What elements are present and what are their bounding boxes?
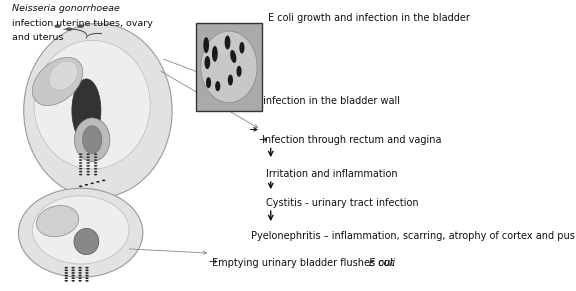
Circle shape [86,165,90,167]
Circle shape [79,185,82,187]
Bar [196,23,262,111]
Ellipse shape [230,50,236,63]
Circle shape [71,269,75,271]
Circle shape [65,280,68,282]
Circle shape [78,277,82,279]
Circle shape [65,277,68,279]
Circle shape [78,272,82,274]
Circle shape [94,174,97,175]
Text: →: → [209,258,217,267]
Circle shape [86,156,90,158]
Circle shape [79,153,82,155]
Text: Irritation and inflammation: Irritation and inflammation [266,169,398,179]
Circle shape [94,156,97,158]
Circle shape [79,171,82,173]
Circle shape [85,267,89,269]
Circle shape [65,275,68,276]
Ellipse shape [225,36,230,49]
Ellipse shape [236,66,242,77]
Text: Infection through rectum and vagina: Infection through rectum and vagina [262,135,442,145]
Circle shape [71,267,75,269]
Ellipse shape [215,81,220,91]
Circle shape [102,180,105,181]
Circle shape [94,153,97,155]
Circle shape [96,181,100,183]
Circle shape [55,25,60,28]
Ellipse shape [201,31,257,103]
Ellipse shape [74,228,99,255]
Text: →: → [258,135,266,145]
Ellipse shape [204,56,210,69]
Circle shape [85,272,89,274]
Circle shape [78,275,82,276]
Ellipse shape [18,188,143,277]
Ellipse shape [24,24,172,198]
Circle shape [79,159,82,161]
Circle shape [94,159,97,161]
Circle shape [78,267,82,269]
Circle shape [85,275,89,276]
Circle shape [86,159,90,161]
Text: Neisseria gonorrhoeae: Neisseria gonorrhoeae [12,4,119,13]
Circle shape [90,182,94,184]
Circle shape [79,162,82,164]
Ellipse shape [212,46,218,62]
Circle shape [85,269,89,271]
Circle shape [86,174,90,175]
Text: Emptying urinary bladder flushes out: Emptying urinary bladder flushes out [212,258,397,267]
Circle shape [71,280,75,282]
Circle shape [79,156,82,158]
Text: E coli: E coli [369,258,395,267]
Circle shape [71,275,75,276]
Text: infection in the bladder wall: infection in the bladder wall [260,96,400,106]
Text: E coli growth and infection in the bladder: E coli growth and infection in the bladd… [268,13,469,23]
Ellipse shape [74,118,110,162]
Text: Cystitis - urinary tract infection: Cystitis - urinary tract infection [266,198,419,208]
Circle shape [79,174,82,175]
Circle shape [85,184,88,186]
Ellipse shape [32,57,83,106]
Ellipse shape [206,77,211,88]
Circle shape [71,272,75,274]
Text: infection uterine tubes, ovary: infection uterine tubes, ovary [12,19,153,28]
Ellipse shape [240,42,245,54]
Circle shape [86,153,90,155]
Circle shape [85,280,89,282]
Circle shape [86,171,90,173]
Circle shape [65,267,68,269]
Text: and uterus: and uterus [12,33,63,42]
Ellipse shape [203,37,209,53]
Ellipse shape [72,79,101,142]
Ellipse shape [36,205,79,237]
Circle shape [79,165,82,167]
Circle shape [65,272,68,274]
Circle shape [71,277,75,279]
Ellipse shape [228,74,233,86]
Circle shape [79,168,82,170]
Circle shape [66,28,72,31]
Circle shape [85,277,89,279]
Circle shape [78,269,82,271]
Circle shape [78,280,82,282]
Circle shape [78,25,84,28]
Ellipse shape [34,40,150,169]
Circle shape [94,165,97,167]
Circle shape [65,269,68,271]
Text: E coli: E coli [227,96,253,106]
Circle shape [86,168,90,170]
Circle shape [94,171,97,173]
Circle shape [86,162,90,164]
Ellipse shape [82,126,102,154]
Ellipse shape [32,196,129,264]
Circle shape [94,168,97,170]
Circle shape [94,162,97,164]
Text: Pyelonephritis – inflammation, scarring, atrophy of cortex and pus in the kidney: Pyelonephritis – inflammation, scarring,… [251,231,576,241]
Ellipse shape [49,61,78,90]
